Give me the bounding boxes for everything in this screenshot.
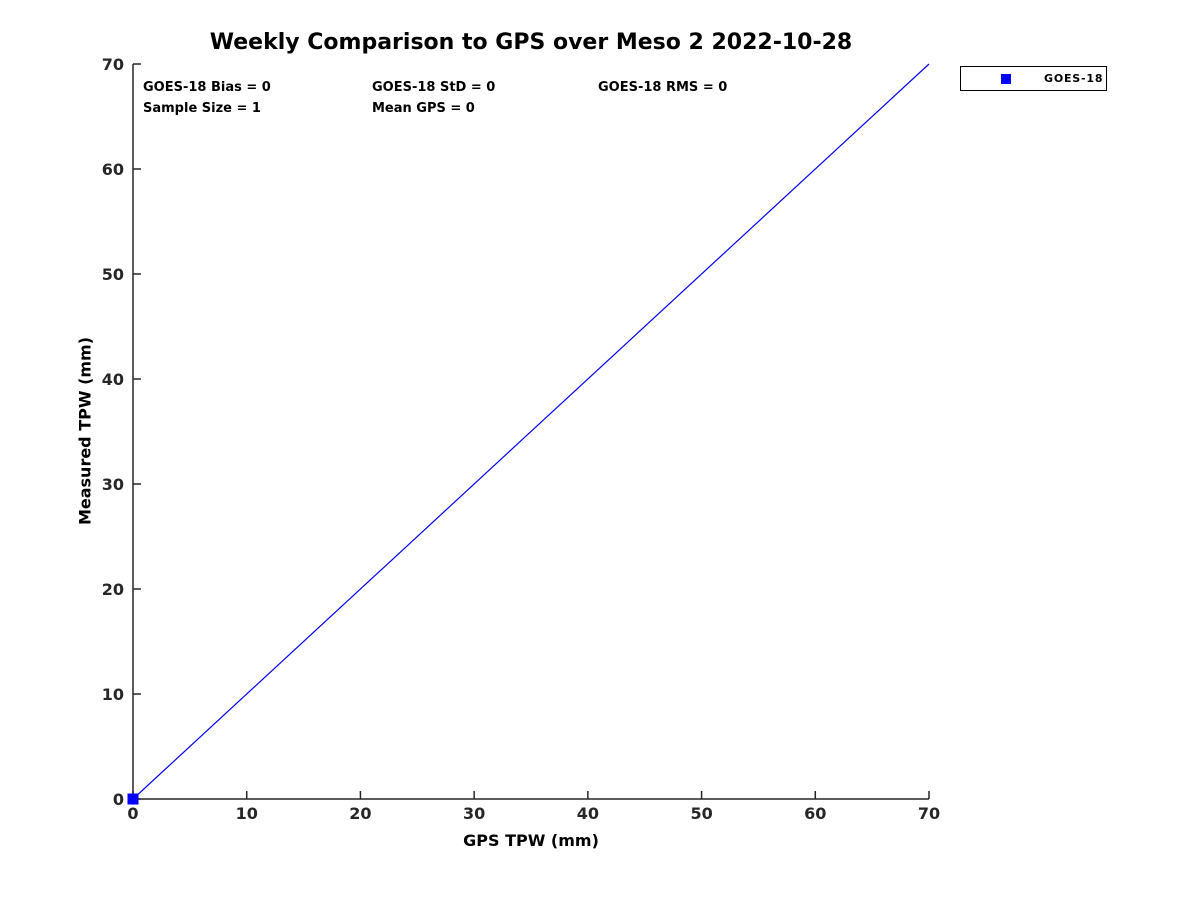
stat-sample-size: Sample Size = 1 [143, 101, 261, 116]
chart-title: Weekly Comparison to GPS over Meso 2 202… [209, 30, 853, 55]
y-tick-label: 60 [102, 160, 124, 179]
stat-mean-gps: Mean GPS = 0 [372, 101, 475, 116]
y-tick-label: 70 [102, 55, 124, 74]
x-tick-label: 20 [349, 804, 371, 823]
stat-std: GOES-18 StD = 0 [372, 80, 496, 95]
x-tick-label: 70 [918, 804, 940, 823]
y-tick-label: 50 [102, 265, 124, 284]
stat-rms: GOES-18 RMS = 0 [598, 80, 728, 95]
x-tick-label: 40 [577, 804, 599, 823]
x-tick-label: 10 [236, 804, 258, 823]
y-tick-label: 10 [102, 685, 124, 704]
x-tick-label: 0 [127, 804, 138, 823]
y-axis-label: Measured TPW (mm) [75, 336, 95, 526]
legend: GOES-18 [960, 66, 1107, 91]
legend-entry-label: GOES-18 [1044, 72, 1104, 85]
y-tick-label: 30 [102, 475, 124, 494]
legend-square-marker-icon [1001, 73, 1011, 84]
y-tick-label: 40 [102, 370, 124, 389]
x-tick-label: 50 [690, 804, 712, 823]
data-point-marker [127, 793, 139, 805]
stat-bias: GOES-18 Bias = 0 [143, 80, 271, 95]
y-tick-label: 20 [102, 580, 124, 599]
x-tick-label: 30 [463, 804, 485, 823]
identity-line [132, 63, 930, 800]
y-tick-label: 0 [113, 790, 124, 809]
x-tick-label: 60 [804, 804, 826, 823]
x-axis-label: GPS TPW (mm) [463, 831, 599, 850]
